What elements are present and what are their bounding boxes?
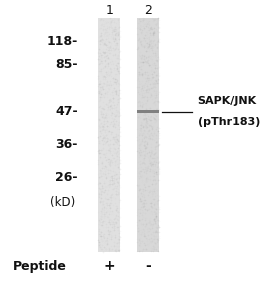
Text: 36-: 36- (56, 138, 78, 151)
Text: (pThr183): (pThr183) (198, 117, 260, 127)
Text: +: + (103, 259, 115, 273)
Bar (137, 18, 159, 252)
Bar (98, 18, 120, 252)
Text: 47-: 47- (55, 105, 78, 118)
Text: 1: 1 (105, 4, 113, 17)
Text: (kD): (kD) (50, 196, 75, 209)
Text: SAPK/JNK: SAPK/JNK (198, 96, 257, 106)
Text: 85-: 85- (55, 58, 78, 71)
Text: 26-: 26- (55, 171, 78, 184)
Text: 118-: 118- (47, 35, 78, 48)
Text: Peptide: Peptide (13, 260, 67, 272)
Text: 2: 2 (144, 4, 152, 17)
Text: -: - (145, 259, 151, 273)
Bar (137, 110, 159, 113)
